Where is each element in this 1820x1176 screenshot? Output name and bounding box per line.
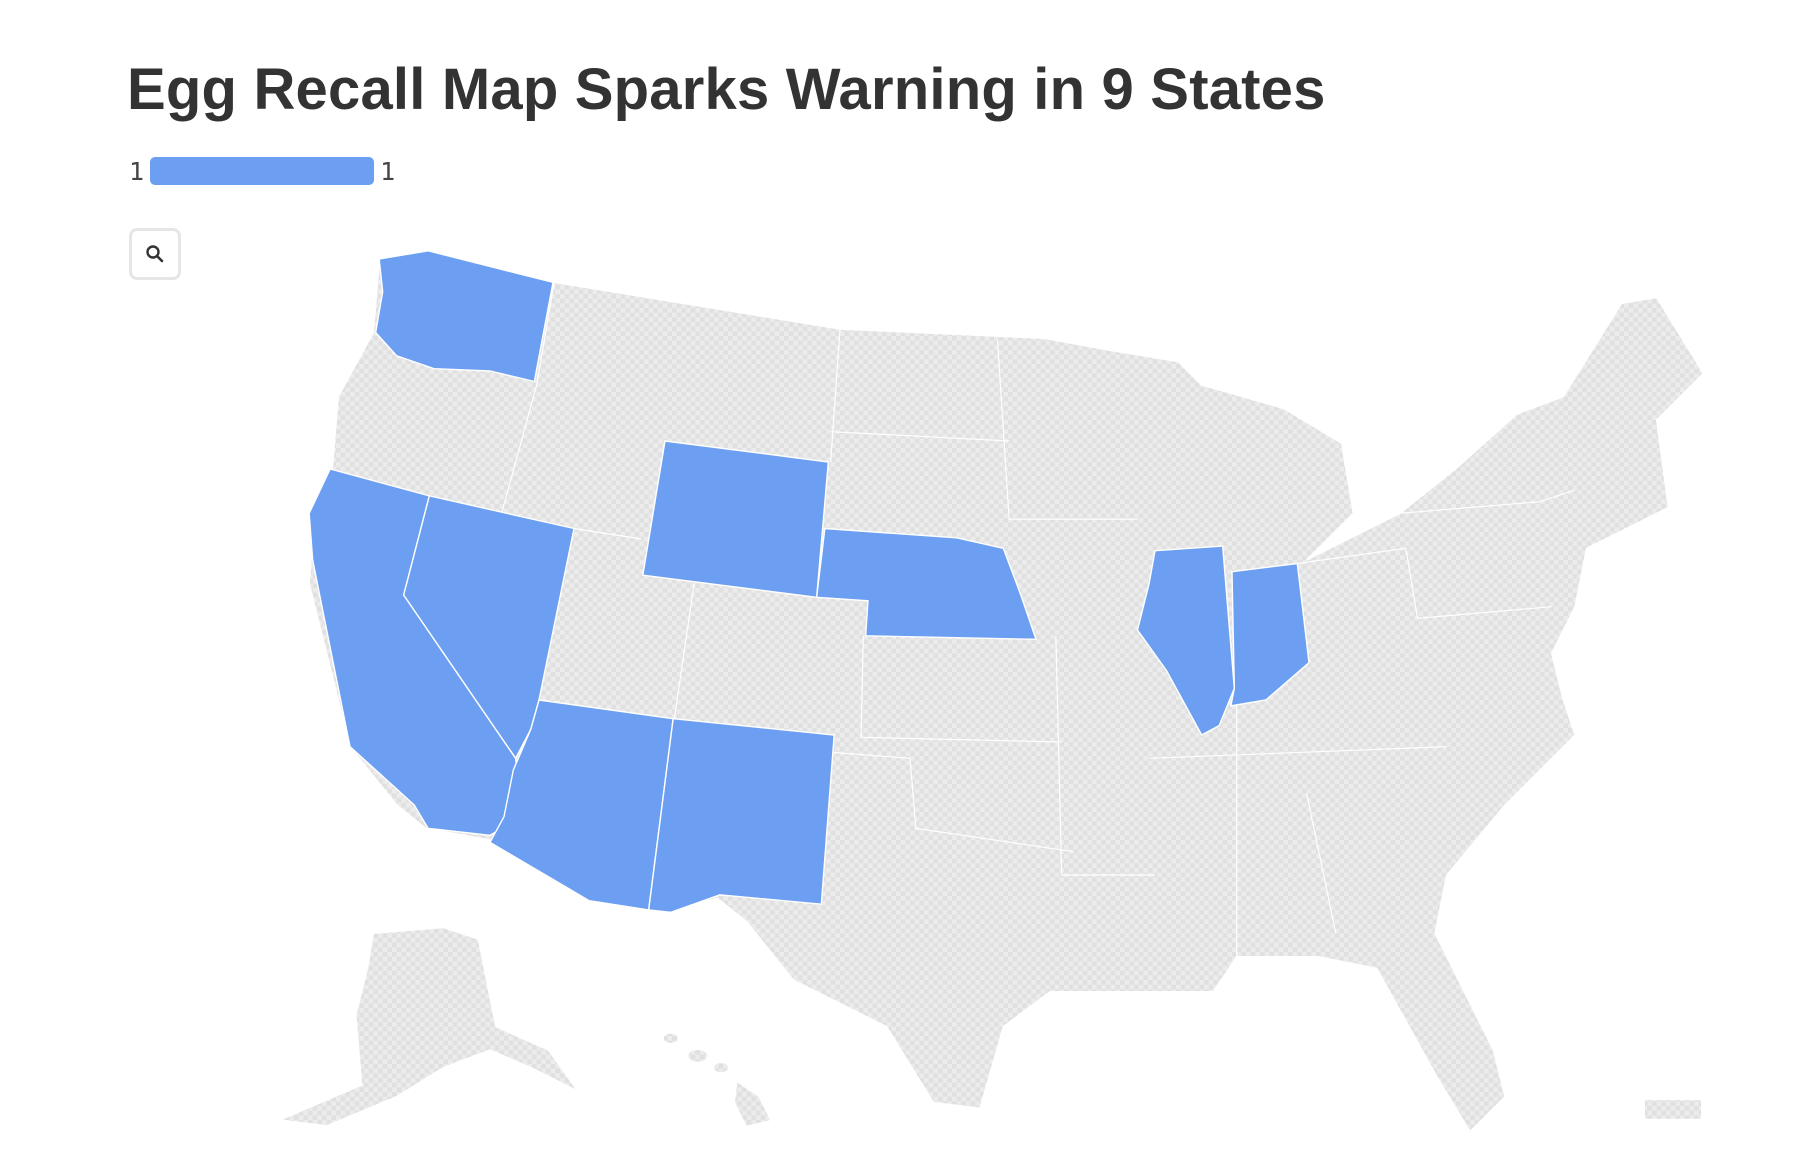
legend-min-label: 1 (129, 156, 145, 186)
legend-max-label: 1 (380, 156, 396, 186)
legend-color-bar (150, 157, 375, 185)
state-nebraska[interactable] (815, 527, 1037, 641)
color-legend: 1 1 (129, 154, 395, 188)
hawaii-no-data (663, 1033, 770, 1126)
us-mainland-no-data (308, 250, 1705, 1133)
alaska-no-data (277, 926, 579, 1127)
state-new-mexico[interactable] (647, 717, 835, 914)
state-illinois[interactable] (1136, 545, 1236, 736)
state-washington[interactable] (374, 250, 554, 383)
state-indiana[interactable] (1229, 562, 1310, 707)
page-title: Egg Recall Map Sparks Warning in 9 State… (127, 57, 1326, 122)
search-button[interactable] (129, 228, 181, 280)
search-icon (146, 245, 164, 263)
state-wyoming[interactable] (642, 440, 830, 599)
puerto-rico-no-data (1645, 1100, 1701, 1119)
